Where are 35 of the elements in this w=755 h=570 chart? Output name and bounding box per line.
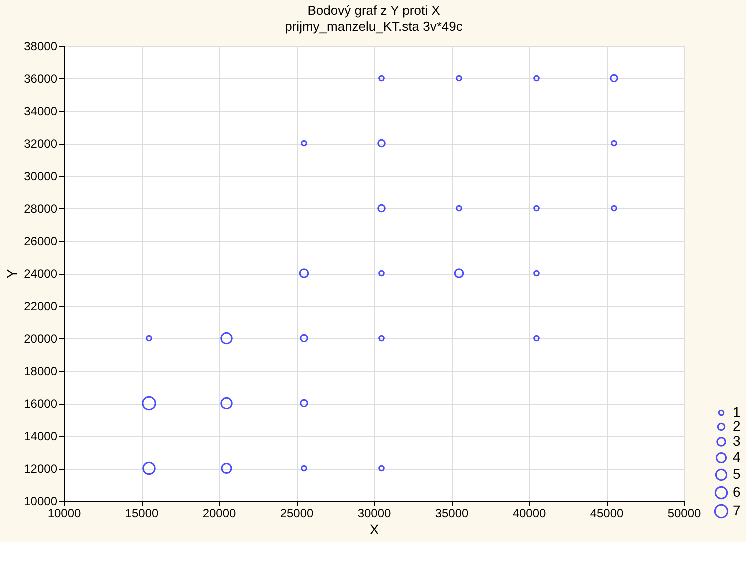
y-tick-label: 18000: [24, 364, 58, 378]
y-tick-label: 30000: [24, 170, 58, 184]
x-tick-label: 50000: [668, 506, 702, 520]
y-tick-label: 36000: [24, 72, 58, 86]
x-tick-label: 25000: [280, 506, 314, 520]
y-tick-label: 20000: [24, 332, 58, 346]
chart-subtitle: prijmy_manzelu_KT.sta 3v*49c: [285, 19, 464, 34]
y-tick-label: 32000: [24, 137, 58, 151]
y-tick-label: 28000: [24, 202, 58, 216]
y-tick-label: 14000: [24, 430, 58, 444]
y-tick-label: 38000: [24, 40, 58, 54]
x-tick-label: 15000: [125, 506, 160, 520]
y-axis-title: Y: [4, 268, 20, 279]
y-tick-label: 10000: [24, 494, 58, 508]
legend-label: 5: [733, 466, 741, 482]
legend-label: 4: [733, 449, 741, 465]
y-tick-label: 34000: [24, 104, 58, 118]
y-tick-label: 12000: [24, 462, 58, 476]
x-tick-label: 45000: [590, 506, 624, 520]
x-tick-label: 40000: [512, 506, 547, 520]
x-tick-label: 20000: [202, 506, 237, 520]
x-tick-label: 10000: [48, 506, 82, 520]
chart-title: Bodový graf z Y proti X: [308, 3, 441, 18]
y-tick-label: 26000: [24, 234, 58, 248]
legend-label: 3: [733, 433, 741, 449]
y-tick-label: 16000: [24, 397, 58, 411]
legend-label: 7: [733, 502, 741, 518]
legend-label: 6: [733, 484, 741, 500]
x-tick-label: 35000: [435, 506, 470, 520]
x-axis-title: X: [370, 522, 380, 538]
legend-label: 2: [733, 418, 741, 434]
y-tick-label: 22000: [24, 300, 58, 314]
x-tick-label: 30000: [358, 506, 392, 520]
legend-label: 1: [733, 404, 741, 420]
y-tick-label: 24000: [24, 267, 58, 281]
